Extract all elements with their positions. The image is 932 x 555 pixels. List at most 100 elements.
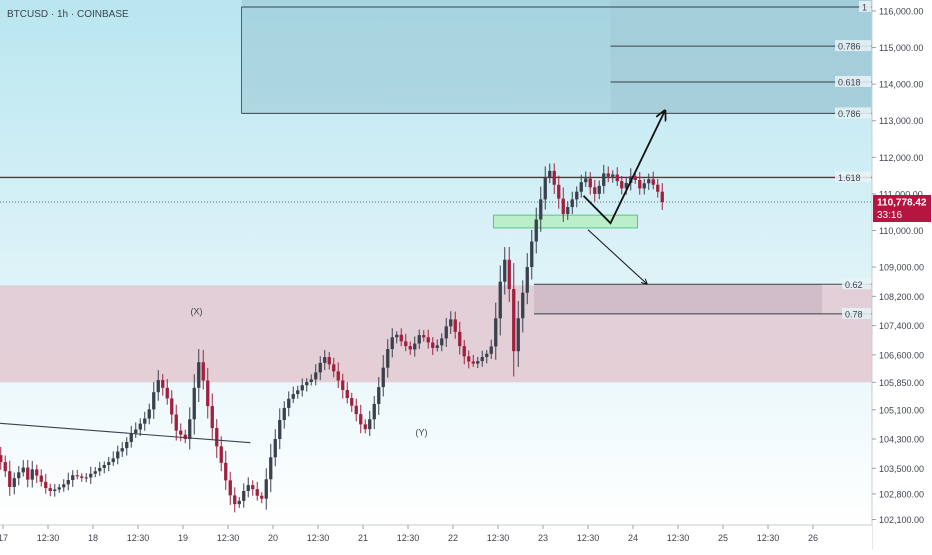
- candle-body: [570, 199, 574, 208]
- candle: [278, 408, 282, 450]
- candle: [314, 364, 318, 386]
- candle: [530, 229, 534, 280]
- candle-body: [647, 179, 651, 184]
- candle: [201, 350, 205, 390]
- candle: [543, 166, 547, 210]
- price-tick-label: 113,000.00: [879, 116, 923, 126]
- fib-label-bg-left_0786: [835, 107, 871, 119]
- candle: [552, 163, 556, 194]
- candle: [30, 460, 34, 488]
- fib-label-retr_078: 0.78: [845, 309, 863, 319]
- candle-body: [3, 462, 7, 472]
- candle: [165, 379, 169, 405]
- candle: [647, 173, 651, 190]
- candle: [26, 459, 30, 488]
- candle-body: [404, 341, 408, 347]
- candle: [597, 180, 601, 200]
- candle: [170, 390, 174, 424]
- time-tick-label: 20: [268, 533, 278, 543]
- candle: [354, 398, 358, 422]
- candle: [494, 302, 498, 360]
- candle-body: [111, 458, 115, 463]
- candle: [381, 355, 385, 397]
- candle: [71, 470, 75, 487]
- candle: [269, 443, 273, 493]
- candle-body: [80, 476, 84, 478]
- candle: [147, 403, 151, 425]
- wave-label-y: (Y): [416, 427, 428, 437]
- time-tick-label: 12:30: [127, 533, 150, 543]
- candle-body: [192, 387, 196, 420]
- candle: [390, 328, 394, 358]
- time-tick-label: 12:30: [667, 533, 690, 543]
- candle-body: [174, 414, 178, 431]
- candle: [260, 492, 264, 504]
- candle-body: [179, 430, 183, 435]
- grey-retracement-zone: [534, 284, 822, 314]
- candle: [656, 178, 660, 198]
- price-tick-label: 105,100.00: [879, 405, 924, 415]
- candle-body: [489, 346, 493, 354]
- candle: [188, 407, 192, 450]
- candle-body: [219, 446, 223, 463]
- candle-body: [390, 337, 394, 350]
- candle: [251, 480, 255, 496]
- candle: [192, 374, 196, 435]
- candle-body: [278, 420, 282, 440]
- candle: [75, 469, 79, 480]
- candle-body: [251, 485, 255, 490]
- candle: [111, 451, 115, 466]
- candle: [413, 336, 417, 357]
- candle: [426, 329, 430, 349]
- candle-body: [170, 398, 174, 415]
- fib-label-bg-ext_1618: [835, 171, 871, 183]
- candle-body: [462, 346, 466, 357]
- candle-body: [651, 179, 655, 185]
- candle-body: [242, 490, 246, 501]
- candle-body: [305, 381, 309, 386]
- price-tick-label: 114,000.00: [879, 80, 923, 90]
- candle: [507, 246, 511, 302]
- candle: [512, 263, 516, 377]
- candle: [440, 333, 444, 352]
- candle: [498, 265, 502, 336]
- candle: [224, 450, 228, 490]
- candle-body: [359, 414, 363, 425]
- candle: [80, 473, 84, 482]
- wave-label-x: (X): [191, 307, 203, 317]
- candle: [566, 201, 570, 220]
- candle-body: [125, 441, 129, 449]
- price-tick-label: 106,600.00: [879, 350, 924, 360]
- candle: [557, 175, 561, 209]
- candle: [345, 382, 349, 404]
- candle-body: [98, 467, 102, 472]
- candle-body: [269, 457, 273, 480]
- time-tick-label: 12:30: [37, 533, 60, 543]
- candle: [332, 357, 336, 378]
- fib-label-left_0786: 0.786: [838, 109, 861, 119]
- candle-body: [84, 477, 88, 479]
- candle-body: [386, 349, 390, 368]
- candle: [102, 461, 106, 474]
- candle-body: [494, 318, 498, 347]
- candle-body: [368, 419, 372, 430]
- candle-body: [467, 356, 471, 362]
- candle: [336, 362, 340, 389]
- candle-body: [287, 398, 291, 408]
- candle-body: [237, 500, 241, 505]
- candle: [404, 333, 408, 352]
- candle: [435, 339, 439, 352]
- candle: [602, 164, 606, 194]
- candle-body: [633, 176, 637, 180]
- candle-body: [0, 455, 3, 463]
- candle-body: [471, 361, 475, 364]
- candle: [3, 455, 7, 477]
- candle-body: [30, 469, 34, 480]
- candle-body: [579, 182, 583, 192]
- fib-levels-layer: 1 0.786 0.618 0.786 1.618 0.62 0.78: [0, 0, 872, 319]
- candle-body: [116, 451, 120, 459]
- fib-label-top_1: 1: [862, 2, 867, 12]
- candle-body: [557, 184, 561, 199]
- candle-body: [444, 326, 448, 339]
